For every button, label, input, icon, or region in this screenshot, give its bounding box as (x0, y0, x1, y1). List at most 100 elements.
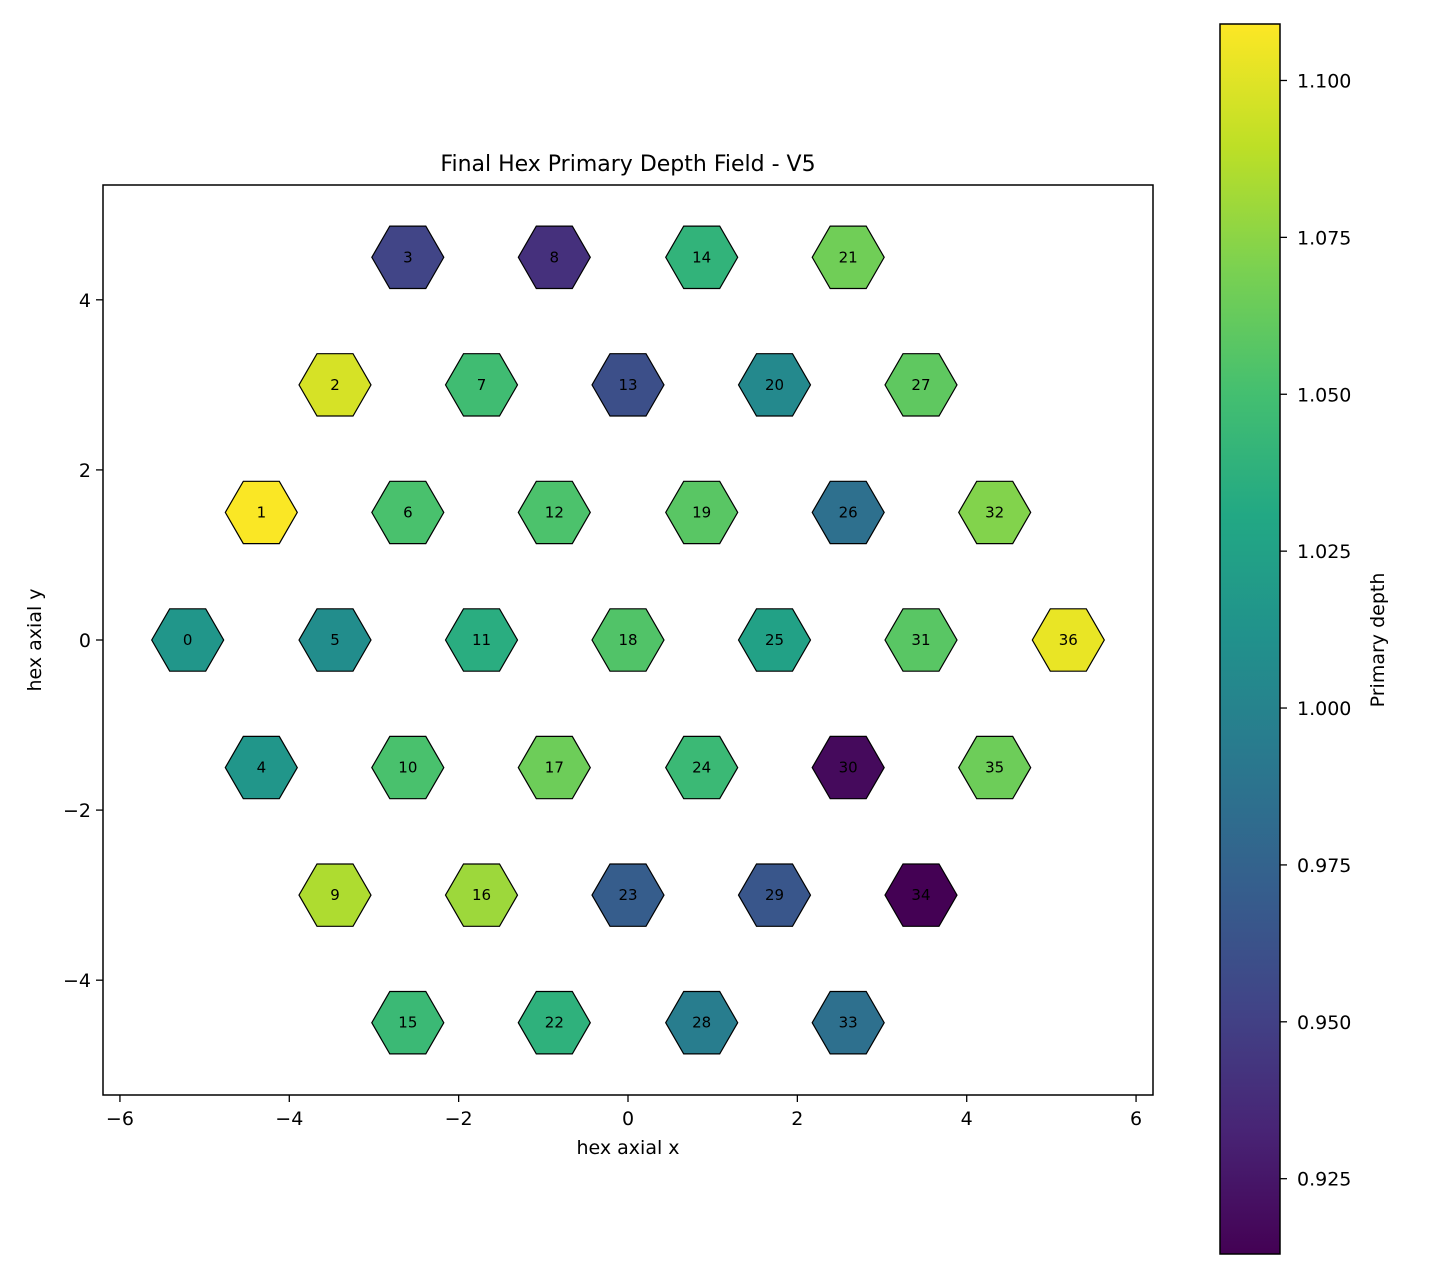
x-tick-label: −6 (106, 1108, 134, 1130)
hex-cell-28 (665, 990, 739, 1055)
hex-cell-label-34: 34 (911, 886, 930, 904)
y-tick-label: 4 (79, 290, 91, 312)
colorbar-label: Primary depth (1367, 573, 1389, 708)
hex-cell-label-8: 8 (550, 248, 560, 266)
hex-cell-2 (298, 353, 372, 417)
hex-cell-label-0: 0 (183, 631, 193, 649)
colorbar-gradient (1220, 24, 1280, 1254)
hex-cell-label-14: 14 (692, 248, 711, 266)
hex-cell-29 (737, 863, 812, 927)
hex-cell-label-30: 30 (839, 759, 858, 777)
colorbar: 0.925 0.950 0.975 1.000 1.025 1.050 1.075 1.100 (1219, 23, 1351, 1255)
hex-cell-11 (444, 608, 519, 672)
hex-cell-25 (737, 608, 812, 672)
hex-cell-5 (298, 608, 372, 672)
hex-cell-1 (224, 480, 298, 545)
colorbar-tick-label: 0.975 (1297, 855, 1351, 877)
hex-cell-label-6: 6 (403, 503, 413, 521)
hex-cell-label-12: 12 (545, 503, 564, 521)
colorbar-tick-label: 1.000 (1297, 698, 1351, 720)
hex-cell-label-11: 11 (472, 631, 491, 649)
hex-cells: 0123456789101112131415161718192021222324… (151, 225, 1105, 1055)
hex-cell-18 (591, 608, 665, 672)
hex-cell-32 (958, 480, 1032, 545)
hex-cell-35 (958, 735, 1032, 800)
hex-cell-label-4: 4 (257, 759, 267, 777)
hex-cell-24 (665, 735, 739, 800)
colorbar-tick-label: 1.075 (1297, 227, 1351, 249)
hex-cell-label-24: 24 (692, 759, 711, 777)
hex-cell-label-19: 19 (692, 503, 711, 521)
hex-cell-label-28: 28 (692, 1014, 711, 1032)
hex-cell-label-18: 18 (618, 631, 637, 649)
hex-cell-label-22: 22 (545, 1014, 564, 1032)
y-tick-label: −4 (63, 970, 91, 992)
y-tick-label: 0 (79, 630, 91, 652)
colorbar-tick-label: 0.950 (1297, 1012, 1351, 1034)
hex-cell-9 (298, 863, 372, 927)
x-axis-label: hex axial x (576, 1137, 679, 1159)
hex-cell-label-31: 31 (911, 631, 930, 649)
hex-cell-label-33: 33 (839, 1014, 858, 1032)
colorbar-ticks: 0.925 0.950 0.975 1.000 1.025 1.050 1.075 1.100 (1280, 70, 1351, 1191)
hex-cell-label-13: 13 (618, 376, 637, 394)
hex-cell-label-5: 5 (330, 631, 340, 649)
hex-cell-10 (371, 735, 445, 800)
hex-cell-label-36: 36 (1059, 631, 1078, 649)
colorbar-frame (1219, 23, 1281, 1255)
hex-cell-label-2: 2 (330, 376, 340, 394)
hex-cell-label-7: 7 (477, 376, 487, 394)
hex-cell-22 (517, 990, 591, 1055)
hex-cell-12 (517, 480, 591, 545)
colorbar-tick-label: 0.925 (1297, 1169, 1351, 1191)
hex-cell-label-32: 32 (985, 503, 1004, 521)
hex-cell-label-21: 21 (839, 248, 858, 266)
hex-cell-6 (371, 480, 445, 545)
hex-cell-label-10: 10 (398, 759, 417, 777)
x-axis: −6 −4 −2 0 2 4 6 (106, 1095, 1142, 1130)
hex-cell-label-16: 16 (472, 886, 491, 904)
y-tick-label: −2 (63, 800, 91, 822)
hex-cell-27 (884, 353, 958, 417)
x-tick-label: −2 (445, 1108, 473, 1130)
hex-cell-33 (811, 990, 885, 1055)
hex-cell-label-3: 3 (403, 248, 413, 266)
hex-cell-14 (665, 225, 739, 290)
hex-cell-label-1: 1 (257, 503, 267, 521)
hex-cell-23 (591, 863, 665, 927)
hex-cell-8 (517, 225, 591, 290)
hex-cell-20 (737, 353, 812, 417)
x-tick-label: 2 (791, 1108, 803, 1130)
hex-cell-label-27: 27 (911, 376, 930, 394)
x-tick-label: −4 (275, 1108, 303, 1130)
hex-cell-label-25: 25 (765, 631, 784, 649)
y-axis-label: hex axial y (24, 588, 46, 691)
hex-cell-label-15: 15 (398, 1014, 417, 1032)
hex-cell-label-26: 26 (839, 503, 858, 521)
hex-cell-26 (811, 480, 885, 545)
hex-cell-17 (517, 735, 591, 800)
hex-cell-36 (1031, 608, 1105, 672)
x-tick-label: 0 (622, 1108, 634, 1130)
hex-cell-3 (371, 225, 445, 290)
hex-cell-16 (444, 863, 519, 927)
hex-cell-label-17: 17 (545, 759, 564, 777)
hex-cell-34 (884, 863, 958, 927)
hex-cell-19 (665, 480, 739, 545)
hex-cell-7 (444, 353, 519, 417)
hex-cell-label-35: 35 (985, 759, 1004, 777)
hex-cell-4 (224, 735, 298, 800)
hex-cell-31 (884, 608, 958, 672)
hex-cell-label-29: 29 (765, 886, 784, 904)
colorbar-tick-label: 1.025 (1297, 541, 1351, 563)
colorbar-tick-label: 1.050 (1297, 384, 1351, 406)
chart-title: Final Hex Primary Depth Field - V5 (440, 152, 815, 177)
hex-cell-label-20: 20 (765, 376, 784, 394)
y-axis: −4 −2 0 2 4 (63, 290, 103, 992)
x-tick-label: 4 (961, 1108, 973, 1130)
colorbar-tick-label: 1.100 (1297, 70, 1351, 92)
hex-cell-13 (591, 353, 665, 417)
hex-cell-label-23: 23 (618, 886, 637, 904)
